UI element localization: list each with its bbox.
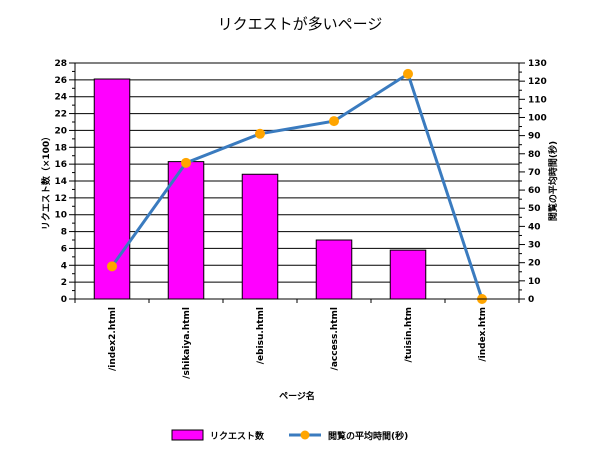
x-axis-title: ページ名 xyxy=(279,390,315,402)
y2-tick-label: 30 xyxy=(528,241,541,251)
legend-swatch-requests xyxy=(171,429,204,441)
bars-layer xyxy=(93,78,427,300)
y2-tick-label: 50 xyxy=(528,204,541,214)
y-tick-label: 8 xyxy=(61,228,67,238)
y2-tick-label: 10 xyxy=(528,277,541,287)
y2-tick-label: 90 xyxy=(528,132,541,142)
x-tick-label: /index.htm xyxy=(478,307,488,362)
x-tick-label: /tuisin.htm xyxy=(404,307,414,362)
avg-time-point xyxy=(329,116,339,127)
y2-axis-title: 閲覧の平均時間(秒) xyxy=(547,141,559,221)
y-tick-label: 12 xyxy=(54,194,67,204)
x-tick-label: /shikaiya.html xyxy=(182,307,192,379)
y-tick-label: 18 xyxy=(54,143,67,153)
y-tick-label: 20 xyxy=(54,126,67,136)
avg-time-line xyxy=(110,71,484,300)
y2-tick-label: 40 xyxy=(528,222,541,232)
y2-tick-label: 100 xyxy=(528,113,547,123)
chart-title: リクエストが多いページ xyxy=(218,15,383,33)
y2-tick-label: 0 xyxy=(528,295,534,305)
y-tick-label: 14 xyxy=(54,177,67,187)
grid-layer xyxy=(75,62,519,300)
y2-tick-label: 110 xyxy=(528,95,547,105)
bar xyxy=(167,161,205,300)
y2-tick-label: 60 xyxy=(528,186,541,196)
y2-tick-label: 20 xyxy=(528,259,541,269)
y-tick-label: 16 xyxy=(54,160,67,170)
y2-tick-label: 130 xyxy=(528,59,547,69)
avg-time-point xyxy=(403,68,413,79)
y-axis-title: リクエスト数（×100） xyxy=(40,132,52,230)
legend-label-avg-time: 閲覧の平均時間(秒) xyxy=(328,430,408,442)
avg-time-point xyxy=(181,157,191,168)
avg-time-point xyxy=(255,128,265,139)
y-tick-label: 10 xyxy=(54,211,67,221)
legend-label-requests: リクエスト数 xyxy=(210,430,265,442)
y-tick-label: 6 xyxy=(61,244,67,254)
y-tick-label: 22 xyxy=(54,110,67,120)
bar xyxy=(315,239,353,300)
avg-time-point xyxy=(107,261,117,272)
x-tick-label: /access.html xyxy=(330,307,340,370)
y-tick-label: 0 xyxy=(61,295,67,305)
x-tick-label: /index2.html xyxy=(108,307,118,371)
legend-marker-avg-time xyxy=(300,430,310,440)
line-layer xyxy=(107,68,487,304)
ticks-layer: 0246810121416182022242628010203040506070… xyxy=(54,59,546,379)
y2-tick-label: 120 xyxy=(528,77,547,87)
y-tick-label: 24 xyxy=(54,93,67,103)
y-tick-label: 4 xyxy=(61,261,67,271)
y2-tick-label: 70 xyxy=(528,168,541,178)
legend: リクエスト数 閲覧の平均時間(秒) xyxy=(171,429,408,442)
bar xyxy=(389,249,427,300)
y-tick-label: 2 xyxy=(61,278,67,288)
y-tick-label: 26 xyxy=(54,76,67,86)
y2-tick-label: 80 xyxy=(528,150,541,160)
x-tick-label: /ebisu.html xyxy=(256,307,266,364)
bar xyxy=(241,173,279,300)
y-tick-label: 28 xyxy=(54,59,67,69)
